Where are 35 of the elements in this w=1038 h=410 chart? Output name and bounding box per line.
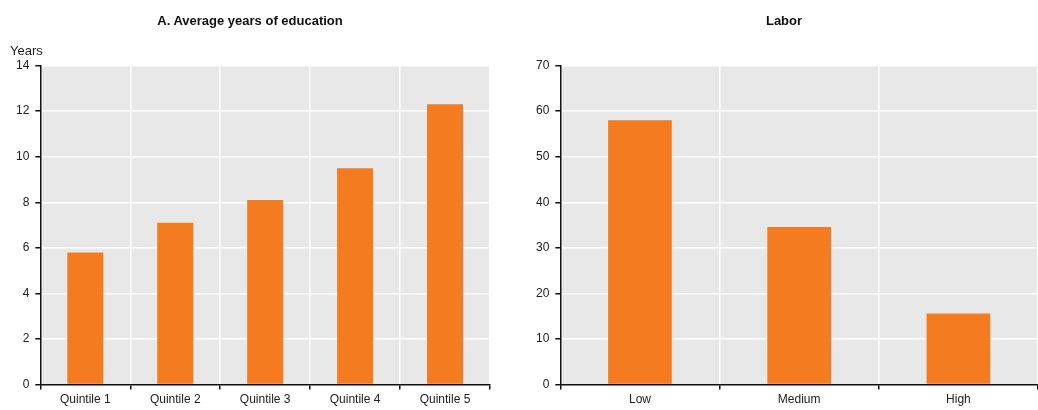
y-tick-label: 2 (22, 331, 30, 346)
x-tick-label: Quintile 3 (239, 392, 291, 407)
y-tick-label: 8 (22, 194, 30, 209)
x-tick-label: Medium (777, 392, 821, 407)
y-tick-label: 0 (542, 376, 550, 391)
y-tick-label: 70 (535, 57, 550, 72)
y-tick-label: 20 (535, 285, 550, 300)
x-tick-label: Quintile 1 (59, 392, 111, 407)
x-tick-label: High (946, 392, 971, 407)
bar (157, 222, 194, 384)
y-tick-label: 10 (535, 331, 550, 346)
bar (427, 104, 464, 384)
y-tick-label: 4 (22, 285, 30, 300)
chart-title: Labor (765, 13, 803, 29)
x-tick-label: Quintile 5 (419, 392, 471, 407)
y-tick-label: 50 (535, 149, 550, 164)
y-tick-label: 0 (22, 376, 30, 391)
y-tick-label: 14 (15, 57, 30, 72)
bar (926, 313, 991, 384)
y-tick-label: 10 (15, 149, 30, 164)
y-axis-title: Years (10, 42, 44, 58)
x-tick-label: Quintile 4 (329, 392, 381, 407)
y-tick-label: 12 (15, 103, 30, 118)
bar (67, 252, 104, 384)
chart-title: A. Average years of education (157, 13, 343, 29)
y-tick-label: 6 (22, 240, 30, 255)
bar (337, 168, 374, 384)
x-tick-label: Quintile 2 (149, 392, 201, 407)
bar (767, 226, 832, 384)
bar (608, 120, 672, 384)
y-tick-label: 60 (535, 103, 550, 118)
bar (247, 200, 284, 384)
x-tick-label: Low (628, 392, 652, 407)
y-tick-label: 30 (535, 240, 550, 255)
y-tick-label: 40 (535, 194, 550, 209)
